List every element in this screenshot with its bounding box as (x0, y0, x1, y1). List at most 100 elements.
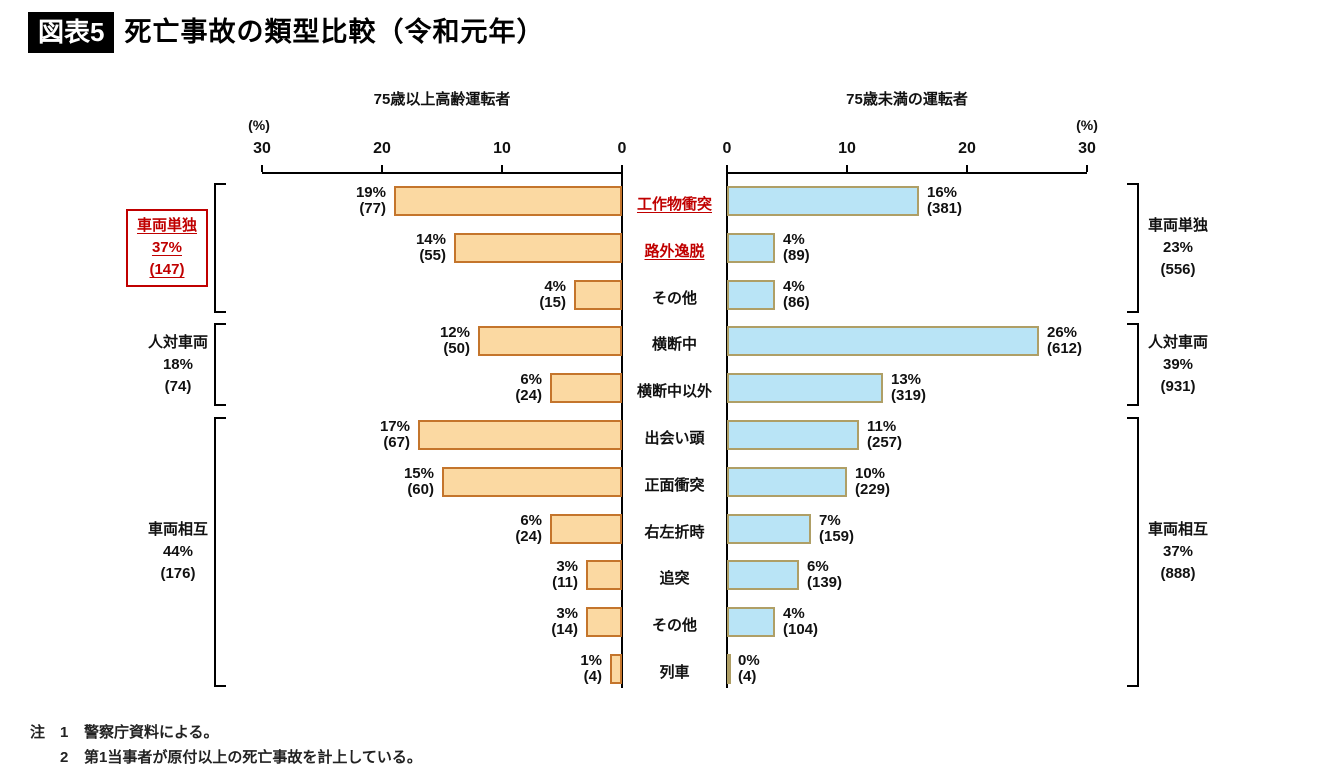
count-value: (86) (783, 294, 810, 311)
pct-value: 6% (520, 512, 542, 529)
count-value: (229) (855, 481, 891, 498)
count-value: (319) (891, 387, 927, 404)
note-line: 2 第1当事者が原付以上の死亡事故を計上している。 (30, 745, 422, 770)
axis-tick-label: 20 (958, 140, 976, 157)
left-value-label: 6% (24) (515, 513, 542, 545)
left-value-label: 14% (55) (416, 232, 446, 264)
figure-title: 死亡事故の類型比較（令和元年） (124, 17, 545, 48)
count-value: (4) (583, 668, 602, 685)
group-pct: 39% (1162, 356, 1194, 373)
count-value: (257) (867, 434, 903, 451)
pct-value: 14% (415, 231, 446, 248)
category-label: 右左折時 (644, 524, 705, 541)
group-bracket (1127, 323, 1139, 406)
group-label-person-vs-vehicle-left: 人対車両 18% (74) (148, 332, 208, 398)
left-value-label: 3% (11) (552, 559, 578, 591)
left-value-label: 12% (50) (440, 325, 470, 357)
group-count: (931) (1160, 378, 1196, 395)
axis-tick (381, 165, 383, 172)
note-line: 注 1 警察庁資料による。 (30, 720, 422, 745)
axis-tick-label: 30 (1078, 140, 1096, 157)
axis-tick (1086, 165, 1088, 172)
count-value: (612) (1047, 340, 1083, 357)
group-name: 車両相互 (147, 521, 208, 538)
pct-value: 0% (738, 652, 760, 669)
left-value-label: 15% (60) (404, 466, 434, 498)
chart-row: 4% (15) その他 4% (86) (0, 279, 1340, 311)
right-bar (727, 607, 775, 637)
group-label-vehicle-single-left: 車両単独 37% (147) (125, 209, 208, 287)
right-value-label: 4% (89) (783, 232, 810, 264)
right-bar (727, 326, 1039, 356)
pct-value: 16% (927, 184, 958, 201)
group-label-vehicle-mutual-left: 車両相互 44% (176) (148, 519, 208, 585)
left-value-label: 6% (24) (515, 372, 542, 404)
right-value-label: 16% (381) (927, 185, 962, 217)
right-bar (727, 186, 919, 216)
category-label: 路外逸脱 (644, 243, 705, 260)
count-value: (139) (807, 574, 843, 591)
chart-row: 6% (24) 横断中以外 13% (319) (0, 371, 1340, 404)
group-bracket (214, 183, 226, 313)
chart-row: 1% (4) 列車 0% (4) (0, 652, 1340, 685)
count-value: (50) (443, 340, 470, 357)
note-number: 2 (60, 749, 69, 766)
right-series-header: 75歳未満の運転者 (846, 91, 968, 108)
left-bar (454, 233, 622, 263)
figure-number-badge: 図表5 (28, 12, 115, 53)
right-bar (727, 514, 811, 544)
right-bar (727, 280, 775, 310)
group-label-vehicle-mutual-right: 車両相互 37% (888) (1148, 519, 1208, 585)
chart-row: 14% (55) 路外逸脱 4% (89) (0, 232, 1340, 264)
notes: 注 1 警察庁資料による。 2 第1当事者が原付以上の死亡事故を計上している。 (30, 720, 422, 770)
group-label-vehicle-single-right: 車両単独 23% (556) (1148, 215, 1208, 281)
left-bar (586, 560, 622, 590)
chart-row: 6% (24) 右左折時 7% (159) (0, 513, 1340, 545)
count-value: (89) (783, 247, 810, 264)
pct-value: 10% (855, 465, 886, 482)
left-bar (442, 467, 622, 497)
count-value: (4) (738, 668, 757, 685)
count-value: (67) (383, 434, 410, 451)
category-label: その他 (651, 290, 697, 307)
right-value-label: 6% (139) (807, 559, 842, 591)
right-value-label: 4% (86) (783, 279, 810, 311)
axis-tick-label: 0 (617, 140, 627, 157)
pct-value: 13% (891, 371, 922, 388)
left-bar (610, 654, 622, 684)
count-value: (24) (515, 528, 542, 545)
left-bar (418, 420, 622, 450)
group-count: (147) (149, 261, 185, 278)
axis-tick (726, 165, 728, 172)
pct-value: 6% (807, 558, 829, 575)
pct-value: 12% (439, 324, 470, 341)
left-value-label: 19% (77) (356, 185, 386, 217)
axis-tick (621, 165, 623, 172)
note-number: 1 (60, 724, 69, 741)
axis-tick (846, 165, 848, 172)
note-prefix: 注 (30, 724, 46, 741)
chart-row: 3% (14) その他 4% (104) (0, 605, 1340, 638)
right-value-label: 7% (159) (819, 513, 854, 545)
group-count: (888) (1160, 565, 1196, 582)
pct-value: 11% (867, 418, 897, 435)
right-bar (727, 420, 859, 450)
chart-row: 3% (11) 追突 6% (139) (0, 559, 1340, 591)
pct-value: 4% (544, 278, 566, 295)
right-bar (727, 560, 799, 590)
group-pct: 37% (151, 239, 182, 256)
count-value: (77) (359, 200, 386, 217)
left-value-label: 4% (15) (539, 279, 566, 311)
count-value: (381) (927, 200, 963, 217)
note-text: 警察庁資料による。 (84, 724, 219, 741)
pct-value: 3% (556, 605, 578, 622)
left-value-label: 17% (67) (380, 419, 410, 451)
group-bracket (214, 323, 226, 406)
group-label-person-vs-vehicle-right: 人対車両 39% (931) (1148, 332, 1208, 398)
pct-value: 19% (355, 184, 386, 201)
group-name: 人対車両 (147, 334, 208, 351)
group-bracket (1127, 417, 1139, 687)
chart-row: 15% (60) 正面衝突 10% (229) (0, 465, 1340, 498)
left-value-label: 1% (4) (580, 653, 602, 685)
group-name: 人対車両 (1148, 334, 1209, 351)
